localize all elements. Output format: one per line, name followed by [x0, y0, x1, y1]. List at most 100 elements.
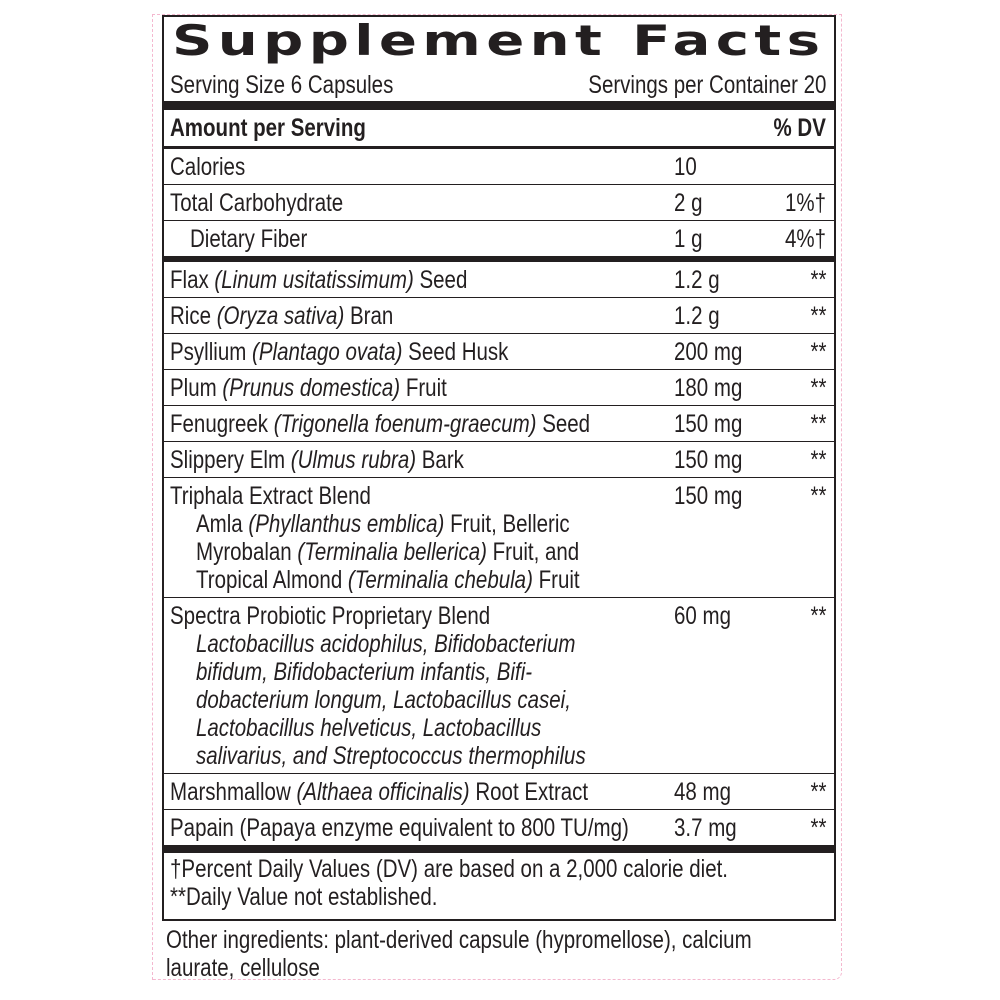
- dv-value: **: [810, 446, 826, 474]
- nutrient-name: Psyllium (Plantago ovata) Seed Husk: [170, 338, 583, 370]
- label-text: Dietary Fiber: [190, 225, 308, 253]
- label-text: Root Extract: [469, 778, 589, 806]
- nutrient-label: Marshmallow (Althaea officinalis) Root E…: [170, 778, 588, 806]
- daily-value: **: [807, 266, 826, 298]
- nutrient-label: Psyllium (Plantago ovata) Seed Husk: [170, 338, 508, 366]
- blend-text: salivarius, and Streptococcus thermophil…: [196, 742, 586, 770]
- amount-value: 1.2 g: [674, 266, 720, 294]
- nutrient-label: Total Carbohydrate: [170, 189, 343, 217]
- blend-text: Tropical Almond (Terminalia chebula) Fru…: [196, 566, 580, 594]
- table-row: Slippery Elm (Ulmus rubra) Bark 150 mg **: [164, 442, 834, 478]
- dv-value: **: [810, 482, 826, 510]
- label-text: Fruit, Belleric: [444, 510, 570, 538]
- label-text: Triphala Extract Blend: [170, 482, 371, 510]
- daily-value: **: [807, 338, 826, 370]
- nutrient-table: Calories 10 Total Carbohydrate 2 g 1%† Dietar…: [164, 149, 834, 845]
- label-text: Seed: [536, 410, 591, 438]
- latin-name: bifidum, Bifidobacterium infantis, Bifi-: [196, 658, 533, 686]
- nutrient-label: Calories: [170, 153, 245, 181]
- label-text: Flax: [170, 266, 215, 294]
- label-text: Bark: [416, 446, 464, 474]
- nutrient-name: Spectra Probiotic Proprietary Blend: [170, 602, 560, 634]
- latin-name: (Prunus domestica): [222, 374, 401, 402]
- blend-ingredients-line: dobacterium longum, Lactobacillus casei,: [196, 686, 653, 718]
- dv-value: 4%†: [784, 225, 826, 253]
- table-row: Rice (Oryza sativa) Bran 1.2 g **: [164, 298, 834, 334]
- daily-value: **: [807, 374, 826, 406]
- table-row: Psyllium (Plantago ovata) Seed Husk 200 m…: [164, 334, 834, 370]
- amount-per-serving: 3.7 mg: [674, 814, 750, 846]
- blend-text: Amla (Phyllanthus emblica) Fruit, Beller…: [196, 510, 570, 538]
- thick-divider: [164, 101, 834, 110]
- nutrient-name: Papain (Papaya enzyme equivalent to 800 …: [170, 814, 730, 846]
- label-text: Total Carbohydrate: [170, 189, 344, 217]
- nutrient-label: Rice (Oryza sativa) Bran: [170, 302, 393, 330]
- table-row: Spectra Probiotic Proprietary Blend 60 mg…: [164, 598, 834, 774]
- dv-value: **: [810, 814, 826, 842]
- latin-name: (Ulmus rubra): [290, 446, 417, 474]
- daily-value: **: [807, 410, 826, 442]
- blend-ingredients-line: Myrobalan (Terminalia bellerica) Fruit, …: [196, 538, 663, 570]
- latin-name: (Terminalia chebula): [347, 566, 533, 594]
- label-text: Seed Husk: [402, 338, 509, 366]
- nutrient-label: Flax (Linum usitatissimum) Seed: [170, 266, 467, 294]
- amount-value: 200 mg: [674, 338, 743, 366]
- dv-value: 1%†: [784, 189, 826, 217]
- dv-value: **: [810, 602, 826, 630]
- amount-per-serving: 150 mg: [674, 410, 757, 442]
- daily-value: **: [807, 446, 826, 478]
- dv-value: **: [810, 778, 826, 806]
- label-text: Myrobalan: [196, 538, 298, 566]
- daily-value: **: [807, 302, 826, 334]
- latin-name: (Trigonella foenum-graecum): [273, 410, 537, 438]
- daily-value: **: [807, 814, 826, 846]
- blend-ingredients-line: Amla (Phyllanthus emblica) Fruit, Beller…: [196, 510, 652, 542]
- amount-per-serving: 48 mg: [674, 778, 743, 810]
- amount-per-serving: 200 mg: [674, 338, 757, 370]
- label-text: Calories: [170, 153, 246, 181]
- amount-header: Amount per Serving: [170, 114, 366, 142]
- latin-name: (Terminalia bellerica): [297, 538, 487, 566]
- dv-value: **: [810, 302, 826, 330]
- table-row: Dietary Fiber 1 g 4%†: [164, 221, 834, 262]
- label-text: Amla: [196, 510, 249, 538]
- amount-per-serving: 180 mg: [674, 374, 757, 406]
- nutrient-name: Fenugreek (Trigonella foenum-graecum) Se…: [170, 410, 682, 442]
- blend-text: dobacterium longum, Lactobacillus casei,: [196, 686, 571, 714]
- table-row: Triphala Extract Blend 150 mg ** Amla (Phyl…: [164, 478, 834, 598]
- label-text: Spectra Probiotic Proprietary Blend: [170, 602, 491, 630]
- label-text: Slippery Elm: [170, 446, 291, 474]
- table-row: Calories 10: [164, 149, 834, 185]
- amount-value: 10: [674, 153, 697, 181]
- latin-name: Lactobacillus acidophilus, Bifidobacteri…: [196, 630, 576, 658]
- nutrient-label: Triphala Extract Blend: [170, 482, 371, 510]
- latin-name: dobacterium longum, Lactobacillus casei,: [196, 686, 571, 714]
- label-text: Papain (Papaya enzyme equivalent to 800 …: [170, 814, 629, 842]
- nutrient-name: Total Carbohydrate: [170, 189, 381, 221]
- daily-value: **: [807, 482, 826, 514]
- nutrient-name: Marshmallow (Althaea officinalis) Root E…: [170, 778, 680, 810]
- nutrient-label: Slippery Elm (Ulmus rubra) Bark: [170, 446, 464, 474]
- latin-name: (Linum usitatissimum): [214, 266, 414, 294]
- daily-value: 4%†: [776, 225, 826, 257]
- table-row: Fenugreek (Trigonella foenum-graecum) Se…: [164, 406, 834, 442]
- nutrient-label: Papain (Papaya enzyme equivalent to 800 …: [170, 814, 629, 842]
- blend-text: Lactobacillus helveticus, Lactobacillus: [196, 714, 541, 742]
- blend-text: Lactobacillus acidophilus, Bifidobacteri…: [196, 630, 575, 658]
- dv-value: **: [810, 266, 826, 294]
- blend-ingredients-line: bifidum, Bifidobacterium infantis, Bifi-: [196, 658, 606, 690]
- label-text: Fruit: [400, 374, 447, 402]
- nutrient-name: Calories: [170, 153, 262, 185]
- table-row: Total Carbohydrate 2 g 1%†: [164, 185, 834, 221]
- amount-value: 1.2 g: [674, 302, 720, 330]
- header-divider: [164, 146, 834, 149]
- latin-name: Lactobacillus helveticus, Lactobacillus: [196, 714, 542, 742]
- latin-name: salivarius, and Streptococcus thermophil…: [196, 742, 586, 770]
- amount-value: 60 mg: [674, 602, 731, 630]
- amount-value: 180 mg: [674, 374, 743, 402]
- label-text: Fruit, and: [486, 538, 580, 566]
- amount-value: 48 mg: [674, 778, 731, 806]
- label-text: Fenugreek: [170, 410, 274, 438]
- other-ingredients-line-2: laurate, cellulose: [166, 954, 320, 982]
- daily-value: **: [807, 778, 826, 810]
